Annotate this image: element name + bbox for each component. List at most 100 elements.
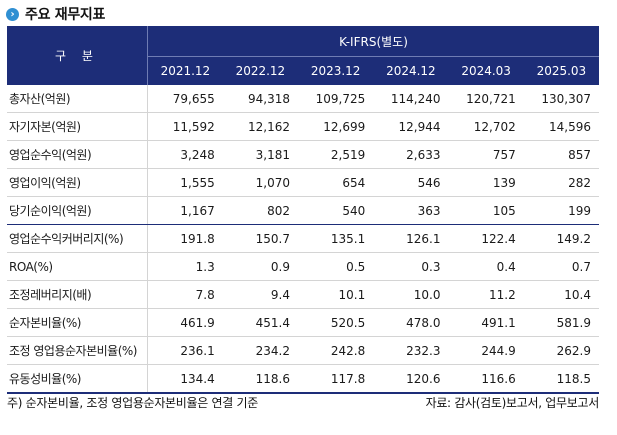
value-cell: 520.5 [298, 308, 374, 337]
value-cell: 14,596 [523, 112, 599, 141]
value-cell: 149.2 [523, 224, 599, 253]
value-cell: 581.9 [523, 308, 599, 337]
value-cell: 234.2 [222, 336, 298, 365]
value-cell: 1,555 [147, 168, 223, 197]
value-cell: 94,318 [222, 85, 298, 113]
row-label: 순자본비율(%) [7, 308, 148, 337]
value-cell: 122.4 [448, 224, 524, 253]
value-cell: 1.3 [147, 252, 223, 281]
standard-header: K-IFRS(별도) [147, 26, 599, 57]
value-cell: 130,307 [523, 85, 599, 113]
table-row: 영업순수익커버리지(%) 191.8 150.7 135.1 126.1 122.4 149… [7, 224, 599, 253]
value-cell: 757 [448, 140, 524, 169]
value-cell: 262.9 [523, 336, 599, 365]
value-cell: 546 [373, 168, 449, 197]
value-cell: 120.6 [373, 364, 449, 394]
value-cell: 139 [448, 168, 524, 197]
value-cell: 12,699 [298, 112, 374, 141]
value-cell: 232.3 [373, 336, 449, 365]
value-cell: 3,181 [222, 140, 298, 169]
period-header: 2021.12 [147, 56, 223, 85]
chevron-right-icon: › [6, 7, 19, 21]
value-cell: 109,725 [298, 85, 374, 113]
value-cell: 0.7 [523, 252, 599, 281]
value-cell: 120,721 [448, 85, 524, 113]
table-row: 영업순수익(억원) 3,248 3,181 2,519 2,633 757 857 [7, 140, 599, 169]
value-cell: 478.0 [373, 308, 449, 337]
row-label: 유동성비율(%) [7, 364, 148, 394]
value-cell: 491.1 [448, 308, 524, 337]
value-cell: 363 [373, 196, 449, 225]
value-cell: 236.1 [147, 336, 223, 365]
value-cell: 2,633 [373, 140, 449, 169]
value-cell: 118.5 [523, 364, 599, 394]
value-cell: 802 [222, 196, 298, 225]
value-cell: 105 [448, 196, 524, 225]
value-cell: 12,702 [448, 112, 524, 141]
value-cell: 116.6 [448, 364, 524, 394]
value-cell: 117.8 [298, 364, 374, 394]
table-row: 조정 영업용순자본비율(%) 236.1 234.2 242.8 232.3 244.9 2… [7, 336, 599, 365]
category-header: 구 분 [7, 26, 148, 85]
footnote: 주) 순자본비율, 조정 영업용순자본비율은 연결 기준 [7, 396, 259, 410]
value-cell: 7.8 [147, 280, 223, 309]
financial-indicators-table: 구 분 K-IFRS(별도) 2021.12 2022.12 2023.12 2… [7, 26, 599, 394]
value-cell: 3,248 [147, 140, 223, 169]
table-row: 자기자본(억원) 11,592 12,162 12,699 12,944 12,702 14… [7, 112, 599, 141]
source-note: 자료: 감사(검토)보고서, 업무보고서 [425, 396, 600, 410]
period-header: 2022.12 [222, 56, 298, 85]
table-row: 영업이익(억원) 1,555 1,070 654 546 139 282 [7, 168, 599, 197]
row-label: 자기자본(억원) [7, 112, 148, 141]
value-cell: 9.4 [222, 280, 298, 309]
value-cell: 191.8 [147, 224, 223, 253]
value-cell: 282 [523, 168, 599, 197]
value-cell: 150.7 [222, 224, 298, 253]
value-cell: 451.4 [222, 308, 298, 337]
row-label: ROA(%) [7, 252, 148, 281]
value-cell: 11.2 [448, 280, 524, 309]
table-row: 당기순이익(억원) 1,167 802 540 363 105 199 [7, 196, 599, 225]
row-label: 영업순수익커버리지(%) [7, 224, 148, 253]
table-row: 순자본비율(%) 461.9 451.4 520.5 478.0 491.1 581.9 [7, 308, 599, 337]
row-label: 영업순수익(억원) [7, 140, 148, 169]
value-cell: 244.9 [448, 336, 524, 365]
value-cell: 12,162 [222, 112, 298, 141]
period-header: 2025.03 [523, 56, 599, 85]
row-label: 조정레버리지(배) [7, 280, 148, 309]
value-cell: 1,070 [222, 168, 298, 197]
value-cell: 0.5 [298, 252, 374, 281]
value-cell: 857 [523, 140, 599, 169]
value-cell: 654 [298, 168, 374, 197]
row-label: 당기순이익(억원) [7, 196, 148, 225]
row-label: 조정 영업용순자본비율(%) [7, 336, 148, 365]
row-label: 영업이익(억원) [7, 168, 148, 197]
value-cell: 461.9 [147, 308, 223, 337]
value-cell: 540 [298, 196, 374, 225]
page-title: 주요 재무지표 [25, 7, 106, 23]
table-row: 유동성비율(%) 134.4 118.6 117.8 120.6 116.6 118.5 [7, 364, 599, 394]
period-header: 2024.03 [448, 56, 524, 85]
value-cell: 118.6 [222, 364, 298, 394]
value-cell: 12,944 [373, 112, 449, 141]
table-row: 조정레버리지(배) 7.8 9.4 10.1 10.0 11.2 10.4 [7, 280, 599, 309]
table-row: ROA(%) 1.3 0.9 0.5 0.3 0.4 0.7 [7, 252, 599, 281]
value-cell: 10.1 [298, 280, 374, 309]
value-cell: 126.1 [373, 224, 449, 253]
value-cell: 10.0 [373, 280, 449, 309]
value-cell: 11,592 [147, 112, 223, 141]
value-cell: 114,240 [373, 85, 449, 113]
period-header: 2024.12 [373, 56, 449, 85]
period-header: 2023.12 [298, 56, 374, 85]
value-cell: 0.9 [222, 252, 298, 281]
value-cell: 0.4 [448, 252, 524, 281]
value-cell: 135.1 [298, 224, 374, 253]
value-cell: 79,655 [147, 85, 223, 113]
value-cell: 2,519 [298, 140, 374, 169]
value-cell: 242.8 [298, 336, 374, 365]
table-body: 총자산(억원) 79,655 94,318 109,725 114,240 120,721… [7, 85, 599, 394]
section-title: › 주요 재무지표 [6, 4, 105, 24]
value-cell: 134.4 [147, 364, 223, 394]
value-cell: 0.3 [373, 252, 449, 281]
value-cell: 10.4 [523, 280, 599, 309]
value-cell: 199 [523, 196, 599, 225]
